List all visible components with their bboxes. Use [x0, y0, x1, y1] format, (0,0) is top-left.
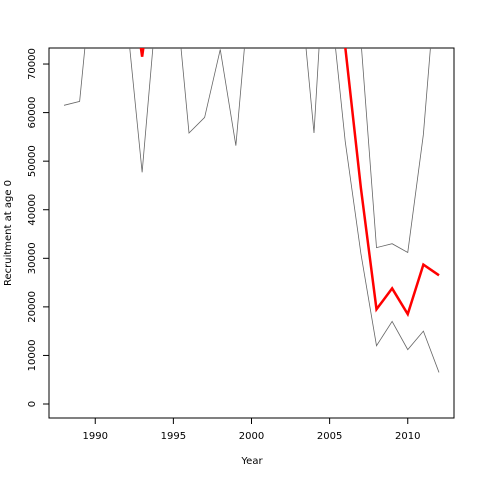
series-line	[63, 48, 431, 254]
y-tick-label: 40000	[27, 194, 38, 226]
x-tick-label: 2010	[395, 431, 420, 442]
y-tick-label: 10000	[27, 340, 38, 372]
series-line	[139, 48, 440, 318]
y-tick-label: 50000	[27, 145, 38, 177]
y-tick-label: 70000	[27, 48, 38, 80]
x-tick-label: 1990	[83, 431, 108, 442]
y-axis-label: Recruitment at age 0	[3, 180, 14, 286]
series-line	[335, 48, 440, 373]
x-axis-label: Year	[240, 456, 263, 467]
y-tick-label: 30000	[27, 242, 38, 274]
x-tick-label: 2005	[317, 431, 342, 442]
plot-frame	[48, 47, 455, 419]
lines	[63, 48, 440, 373]
x-tick-label: 2000	[239, 431, 264, 442]
y-tick-label: 60000	[27, 97, 38, 129]
y-tick-label: 0	[27, 401, 38, 407]
y-tick-label: 20000	[27, 291, 38, 323]
x-tick-label: 1995	[161, 431, 186, 442]
